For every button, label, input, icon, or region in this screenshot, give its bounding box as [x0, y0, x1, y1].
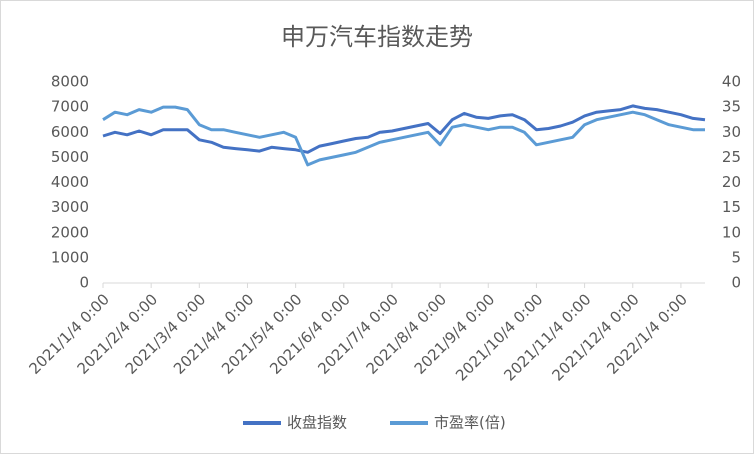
y2-tick-label: 0: [731, 274, 741, 292]
y-tick-label: 2000: [51, 223, 89, 241]
series-line: [102, 105, 705, 167]
legend-label: 市盈率(倍): [434, 414, 506, 432]
y2-tick-label: 15: [722, 198, 741, 216]
y-tick-label: 7000: [51, 98, 89, 116]
y2-tick-label: 5: [731, 248, 741, 266]
y-tick-label: 1000: [51, 248, 89, 266]
y-tick-label: 0: [79, 274, 89, 292]
chart-title: 申万汽车指数走势: [281, 23, 473, 51]
y2-tick-label: 30: [722, 123, 741, 141]
y2-tick-label: 20: [722, 173, 741, 191]
legend-label: 收盘指数: [287, 414, 347, 432]
y-tick-label: 3000: [51, 198, 89, 216]
y2-tick-label: 25: [722, 148, 741, 166]
y-tick-label: 6000: [51, 123, 89, 141]
y2-tick-label: 40: [722, 73, 741, 91]
y2-tick-label: 10: [722, 223, 741, 241]
y2-tick-label: 35: [722, 98, 741, 116]
y-tick-label: 5000: [51, 148, 89, 166]
y-tick-label: 4000: [51, 173, 89, 191]
y-tick-label: 8000: [51, 73, 89, 91]
series-line: [102, 104, 706, 154]
